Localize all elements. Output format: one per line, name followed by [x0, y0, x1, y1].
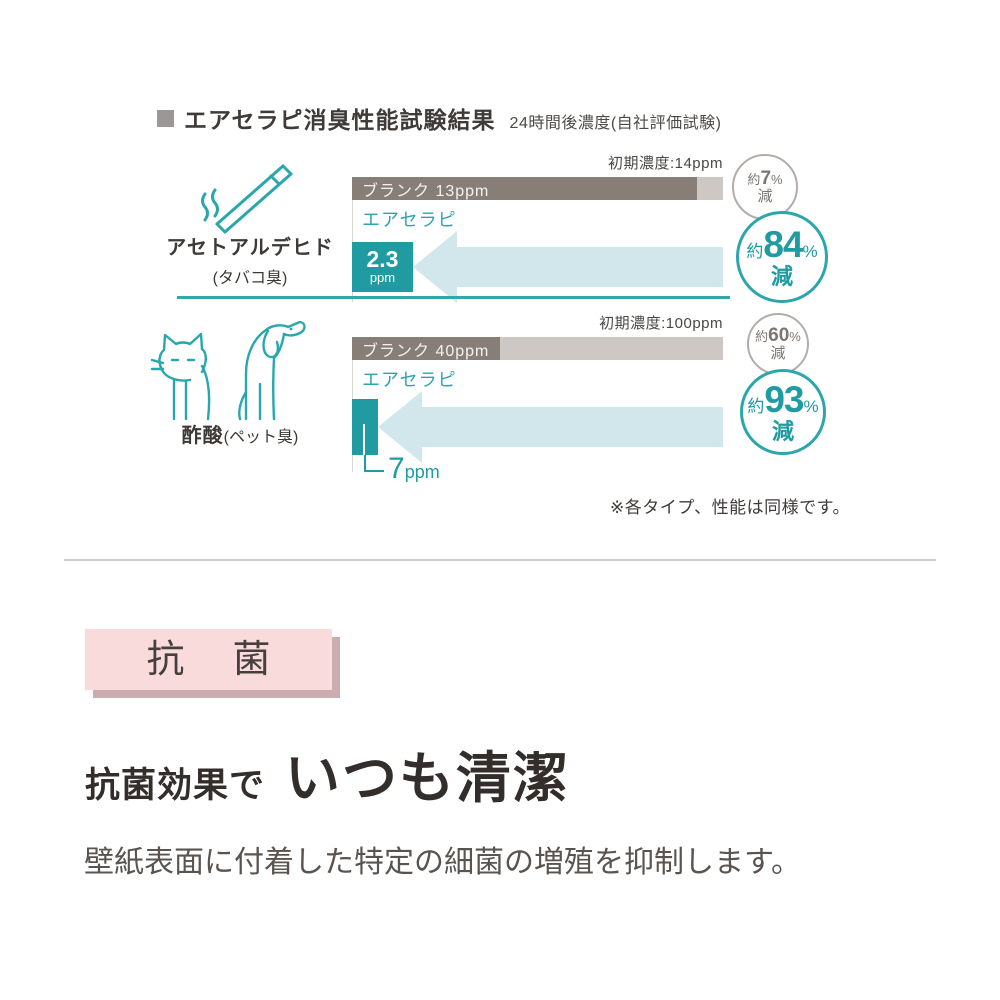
airtherapy-label: エアセラピ: [362, 370, 457, 390]
chart-title: エアセラピ消臭性能試験結果: [184, 107, 496, 133]
reduction-value: 93: [764, 378, 804, 420]
blank-reduction-badge: 約7% 減: [732, 154, 798, 220]
arrow-head: [377, 391, 422, 463]
reduction-percent: %: [802, 241, 818, 261]
callout-label: 7ppm: [388, 452, 440, 486]
arrow-body: [456, 247, 723, 287]
chart-title-row: エアセラピ消臭性能試験結果 24時間後濃度(自社評価試験): [157, 101, 722, 135]
cat-dog-icon: [150, 316, 320, 421]
badge-label: 抗菌: [146, 638, 319, 681]
blank-bar-label: ブランク 13ppm: [362, 182, 490, 200]
blank-bar-label: ブランク 40ppm: [362, 342, 490, 360]
reduction-value: 84: [763, 223, 803, 265]
callout-line: [364, 455, 384, 472]
cigarette-icon: [195, 158, 305, 240]
initial-concentration-label: 初期濃度:14ppm: [607, 155, 723, 172]
reduction-prefix: 約: [747, 171, 761, 187]
blank-bar-fill: ブランク 40ppm: [352, 337, 501, 360]
reduction-suffix: 減: [771, 418, 794, 444]
antibacterial-badge: 抗菌: [85, 629, 332, 690]
reduction-suffix: 減: [770, 263, 793, 289]
antibacterial-description: 壁紙表面に付着した特定の細菌の増殖を抑制します。: [84, 846, 801, 879]
chart-section-acetaldehyde: 初期濃度:14ppm ブランク 13ppm エアセラピ 2.3 ppm: [352, 152, 723, 303]
arrow-body: [421, 407, 723, 447]
blank-bar: ブランク 40ppm: [352, 337, 723, 360]
page-divider: [64, 559, 936, 561]
reduction-value: 60: [768, 324, 790, 346]
row-label-acetaldehyde: アセトアルデヒド (タバコ臭): [150, 231, 350, 288]
callout-unit: ppm: [404, 462, 440, 482]
heading-large: いつも清潔: [285, 747, 571, 809]
chart-section-acetic-acid: 初期濃度:100ppm ブランク 40ppm エアセラピ 7ppm: [352, 312, 723, 485]
axis-line: [352, 177, 353, 302]
reduction-prefix: 約: [747, 396, 765, 416]
reduction-percent: %: [771, 171, 783, 187]
reduction-value: 7: [760, 167, 772, 189]
chart-subtitle: 24時間後濃度(自社評価試験): [509, 115, 722, 132]
main-reduction-badge: 約84% 減: [736, 211, 828, 303]
blank-reduction-badge: 約60% 減: [747, 313, 809, 375]
antibacterial-heading: 抗菌効果で いつも清潔: [85, 733, 570, 813]
reduction-percent: %: [803, 396, 819, 416]
reduction-percent: %: [789, 328, 801, 344]
reduction-suffix: 減: [757, 187, 773, 205]
main-reduction-badge: 約93% 減: [740, 369, 826, 455]
arrow-head: [412, 231, 457, 303]
chart-note: ※各タイプ、性能は同様です。: [609, 498, 850, 517]
airtherapy-value-box: [352, 399, 378, 455]
heading-small: 抗菌効果で: [85, 766, 266, 805]
substance-name: 酢酸: [181, 425, 224, 447]
initial-concentration-label: 初期濃度:100ppm: [599, 315, 723, 332]
value-unit: ppm: [369, 270, 396, 286]
airtherapy-value-row: 2.3 ppm: [352, 231, 723, 303]
value-number: 2.3: [366, 246, 399, 273]
reduction-suffix: 減: [770, 344, 786, 362]
airtherapy-label: エアセラピ: [362, 210, 457, 230]
title-square-icon: [157, 109, 174, 127]
airtherapy-value-row: [352, 391, 723, 463]
odor-name: (ペット臭): [223, 429, 299, 446]
section-divider: [177, 296, 730, 299]
callout-value: 7: [388, 452, 405, 485]
odor-name: (タバコ臭): [212, 270, 288, 287]
blank-bar: ブランク 13ppm: [352, 177, 723, 200]
substance-name: アセトアルデヒド: [166, 237, 334, 259]
reduction-prefix: 約: [746, 241, 764, 261]
reduction-arrow: [377, 391, 723, 463]
blank-bar-fill: ブランク 13ppm: [352, 177, 697, 200]
row-label-acetic-acid: 酢酸(ペット臭): [130, 419, 350, 448]
airtherapy-value-box: 2.3 ppm: [352, 242, 413, 292]
reduction-arrow: [412, 231, 723, 303]
reduction-prefix: 約: [755, 328, 769, 344]
